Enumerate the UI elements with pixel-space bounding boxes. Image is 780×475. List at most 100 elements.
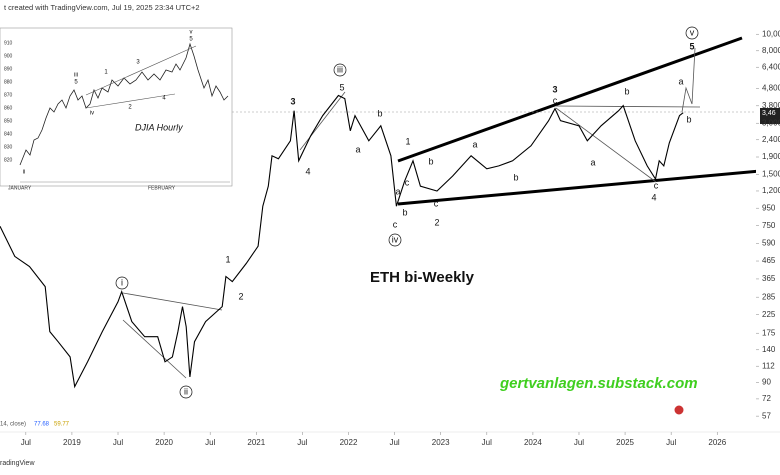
- y-tick-label: 225: [762, 310, 776, 319]
- inset-wave-label: 4: [162, 96, 166, 102]
- inset-title: DJIA Hourly: [135, 122, 183, 132]
- wave-label: i: [121, 277, 123, 287]
- y-tick-label: 57: [762, 411, 771, 420]
- y-tick-label: 2,400: [762, 135, 780, 144]
- price-label-box: [760, 108, 780, 124]
- wave-label: a: [395, 186, 400, 196]
- watermark: gertvanlagen.substack.com: [499, 375, 698, 392]
- y-tick-label: 950: [762, 203, 776, 212]
- y-tick-label: 3,800: [762, 101, 780, 110]
- inset-wave-label: 1: [104, 70, 108, 76]
- channel-line: [555, 107, 657, 183]
- wave-label: 4: [651, 192, 656, 202]
- inset-channel: [85, 45, 197, 96]
- inset-wave-label: 5: [74, 80, 78, 86]
- x-tick-label: 2024: [524, 438, 542, 447]
- wave-label: iii: [337, 64, 343, 74]
- x-tick-label: 2019: [63, 438, 81, 447]
- x-tick-label: Jul: [389, 438, 399, 447]
- inset-y-tick-label: 830: [4, 144, 13, 150]
- x-tick-label: Jul: [574, 438, 584, 447]
- wave-label: 2: [434, 217, 439, 227]
- footer-logo: radingView: [0, 460, 35, 467]
- wave-circle: [179, 385, 193, 399]
- y-tick-label: 285: [762, 292, 776, 301]
- y-tick-label: 1,200: [762, 186, 780, 195]
- inset-wave-label: v: [190, 30, 193, 36]
- inset-wave-label: iii: [74, 73, 78, 79]
- wave-label: a: [355, 144, 360, 154]
- channel-line: [122, 292, 223, 311]
- y-tick-label: 6,400: [762, 62, 780, 71]
- wave-label: a: [678, 76, 683, 86]
- inset-wave-label: ii: [23, 170, 26, 176]
- y-tick-label: 8,000: [762, 46, 780, 55]
- inset-y-tick-label: 870: [4, 92, 13, 98]
- inset-frame: [0, 27, 233, 187]
- wave-label: 5: [689, 41, 694, 51]
- channel-line: [122, 319, 187, 379]
- wave-label: c: [654, 180, 659, 190]
- y-tick-label: 365: [762, 274, 776, 283]
- wave-label: b: [402, 207, 407, 217]
- inset-y-tick-label: 900: [4, 53, 13, 59]
- wave-label: ii: [184, 386, 188, 396]
- y-tick-label: 590: [762, 239, 776, 248]
- y-tick-label: 175: [762, 328, 776, 337]
- x-tick-label: Jul: [113, 438, 123, 447]
- y-tick-label: 90: [762, 378, 771, 387]
- price-label: 3,46: [762, 110, 776, 117]
- x-tick-label: Jul: [21, 438, 31, 447]
- inset-month: FEBRUARY: [148, 185, 176, 191]
- inset-wave-label: 2: [128, 105, 132, 111]
- header-text: t created with TradingView.com, Jul 19, …: [4, 3, 200, 12]
- wave-label: v: [690, 27, 695, 37]
- wave-label: b: [513, 172, 518, 182]
- wave-label: 2: [238, 291, 243, 301]
- wave-label: 3: [290, 96, 295, 106]
- inset-wave-label: 5: [189, 37, 193, 43]
- plot-area: [0, 36, 756, 389]
- wave-circle: [685, 26, 699, 40]
- inset-y-tick-label: 840: [4, 131, 13, 137]
- inset-month: JANUARY: [8, 185, 32, 191]
- wave-label: c: [553, 95, 558, 105]
- chart-title: ETH bi-Weekly: [370, 269, 475, 286]
- wave-circle: [333, 63, 347, 77]
- lower-trendline: [397, 169, 756, 206]
- price-line: [0, 94, 684, 389]
- y-tick-label: 10,000: [762, 29, 780, 38]
- event-icon[interactable]: [673, 404, 685, 416]
- x-tick-label: Jul: [205, 438, 215, 447]
- inset-line: [19, 42, 229, 166]
- x-tick-label: Jul: [666, 438, 676, 447]
- y-tick-label: 140: [762, 345, 776, 354]
- inset: DJIA Hourly JANUARY FEBRUARY 910 900 890 88…: [0, 27, 233, 191]
- y-tick-label: 72: [762, 394, 771, 403]
- wave-label: 3: [552, 84, 557, 94]
- wave-label: iv: [392, 234, 399, 244]
- y-tick-label: 465: [762, 256, 776, 265]
- y-tick-label: 1,500: [762, 170, 780, 179]
- wave-label: b: [428, 156, 433, 166]
- wave-label: 4: [305, 166, 310, 176]
- y-tick-label: 1,900: [762, 152, 780, 161]
- x-tick-label: 2026: [708, 438, 726, 447]
- x-tick-label: 2023: [432, 438, 450, 447]
- inset-y-tick-label: 860: [4, 105, 13, 111]
- inset-y-tick-label: 880: [4, 79, 13, 85]
- inset-y-tick-label: 890: [4, 66, 13, 72]
- x-tick-label: 2025: [616, 438, 634, 447]
- indicator-value: 77.68: [34, 422, 50, 428]
- wave-label: b: [377, 108, 382, 118]
- x-tick-label: 2021: [247, 438, 265, 447]
- indicator-label: 14, close): [0, 422, 26, 428]
- wave-label: c: [434, 198, 439, 208]
- inset-wave-label: 3: [136, 60, 140, 66]
- x-tick-label: Jul: [482, 438, 492, 447]
- wave-label: 5: [339, 82, 344, 92]
- inset-y-tick-label: 910: [4, 40, 13, 46]
- wave-label: b: [624, 86, 629, 96]
- wave-label: a: [590, 157, 595, 167]
